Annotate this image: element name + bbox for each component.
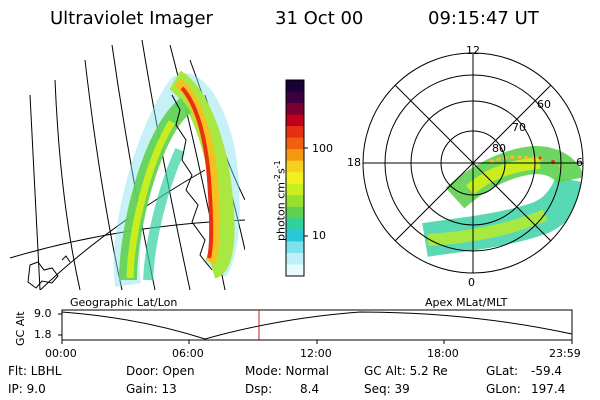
status-glon-label: GLon: bbox=[486, 382, 521, 396]
status-door: Door: Open bbox=[126, 364, 195, 378]
time-tick-0000: 00:00 bbox=[45, 347, 77, 360]
imager-title: Ultraviolet Imager bbox=[50, 8, 213, 29]
altitude-ylabel: GC Alt bbox=[14, 311, 27, 346]
colorbar-segment bbox=[286, 218, 304, 231]
time-tick-0600: 06:00 bbox=[172, 347, 204, 360]
colorbar-segment bbox=[286, 126, 304, 139]
colorbar-segment bbox=[286, 241, 304, 254]
status-mode: Mode: Normal bbox=[245, 364, 329, 378]
image-time: 09:15:47 UT bbox=[428, 8, 539, 29]
altitude-ytick-high: 9.0 bbox=[34, 307, 52, 320]
mlt-label-6: 6 bbox=[576, 156, 583, 169]
mlat-label-60: 60 bbox=[537, 98, 551, 111]
time-tick-2359: 23:59 bbox=[549, 347, 581, 360]
image-date: 31 Oct 00 bbox=[275, 8, 364, 29]
colorbar-segment bbox=[286, 114, 304, 127]
status-seq: Seq: 39 bbox=[364, 382, 410, 396]
colorbar-segment bbox=[286, 80, 304, 93]
status-gc-alt: GC Alt: 5.2 Re bbox=[364, 364, 448, 378]
mlt-label-0: 0 bbox=[468, 276, 475, 289]
colorbar-segment bbox=[286, 149, 304, 162]
polar-plot bbox=[362, 52, 584, 274]
time-tick-1200: 12:00 bbox=[300, 347, 332, 360]
colorbar-segment bbox=[286, 206, 304, 219]
status-glat-label: GLat: bbox=[486, 364, 519, 378]
colorbar-segment bbox=[286, 264, 304, 277]
colorbar bbox=[286, 80, 304, 277]
colorbar-tick-100: 100 bbox=[312, 142, 333, 155]
right-panel-caption: Apex MLat/MLT bbox=[425, 296, 508, 309]
colorbar-segment bbox=[286, 172, 304, 185]
colorbar-segment bbox=[286, 229, 304, 242]
status-glon-value: 197.4 bbox=[531, 382, 566, 396]
mlat-label-70: 70 bbox=[512, 121, 526, 134]
polar-grid bbox=[362, 52, 584, 274]
colorbar-segment bbox=[286, 160, 304, 173]
altitude-plot bbox=[58, 309, 573, 344]
status-filter: Flt: LBHL bbox=[8, 364, 62, 378]
colorbar-segment bbox=[286, 103, 304, 116]
colorbar-segment bbox=[286, 195, 304, 208]
status-ip: IP: 9.0 bbox=[8, 382, 46, 396]
colorbar-segment bbox=[286, 91, 304, 104]
time-tick-1800: 18:00 bbox=[427, 347, 459, 360]
colorbar-segment bbox=[286, 137, 304, 150]
mlat-label-80: 80 bbox=[492, 142, 506, 155]
status-dsp-label: Dsp: bbox=[245, 382, 273, 396]
status-gain: Gain: 13 bbox=[126, 382, 177, 396]
colorbar-segment bbox=[286, 183, 304, 196]
status-dsp-value: 8.4 bbox=[300, 382, 320, 396]
mlt-label-12: 12 bbox=[466, 44, 480, 57]
left-panel-caption: Geographic Lat/Lon bbox=[70, 296, 178, 309]
colorbar-tick-10: 10 bbox=[312, 229, 326, 242]
coastline bbox=[27, 94, 213, 289]
geographic-map bbox=[10, 40, 245, 290]
x-ticks bbox=[61, 340, 573, 344]
status-glat-value: -59.4 bbox=[531, 364, 563, 378]
altitude-ytick-low: 1.8 bbox=[34, 328, 52, 341]
mlt-label-18: 18 bbox=[347, 156, 361, 169]
colorbar-segment bbox=[286, 252, 304, 265]
colorbar-label: photon cm-2s-1 bbox=[273, 160, 288, 241]
